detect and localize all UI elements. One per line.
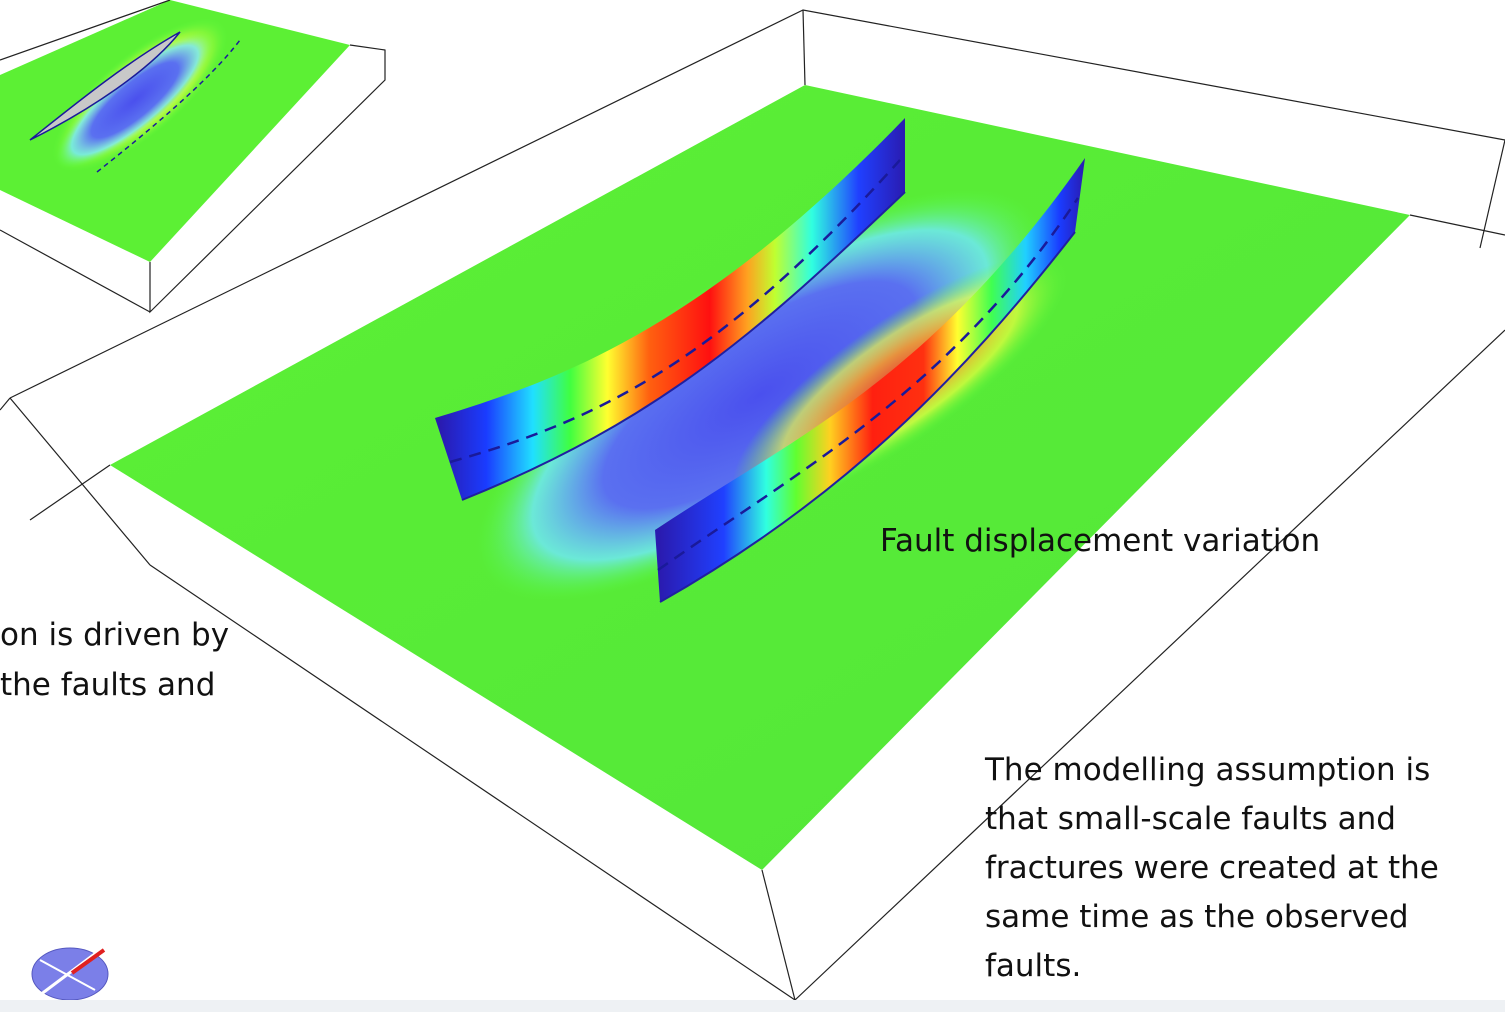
assumption-note-line: The modelling assumption is [984,752,1430,788]
slide: Fault displacement variation on is drive… [0,0,1505,1012]
assumption-note-line: faults. [985,948,1081,984]
assumption-note-line: that small-scale faults and [985,801,1396,837]
compass [32,948,108,1000]
left-note-line: the faults and [0,667,215,703]
fault-label: Fault displacement variation [880,523,1320,559]
bottom-bar [0,1000,1505,1012]
assumption-note-line: same time as the observed [985,899,1409,935]
left-note-line: on is driven by [0,617,229,653]
inset-model [0,0,385,312]
assumption-note-line: fractures were created at the [985,850,1439,886]
assumption-note: The modelling assumption is that small-sc… [984,752,1439,984]
